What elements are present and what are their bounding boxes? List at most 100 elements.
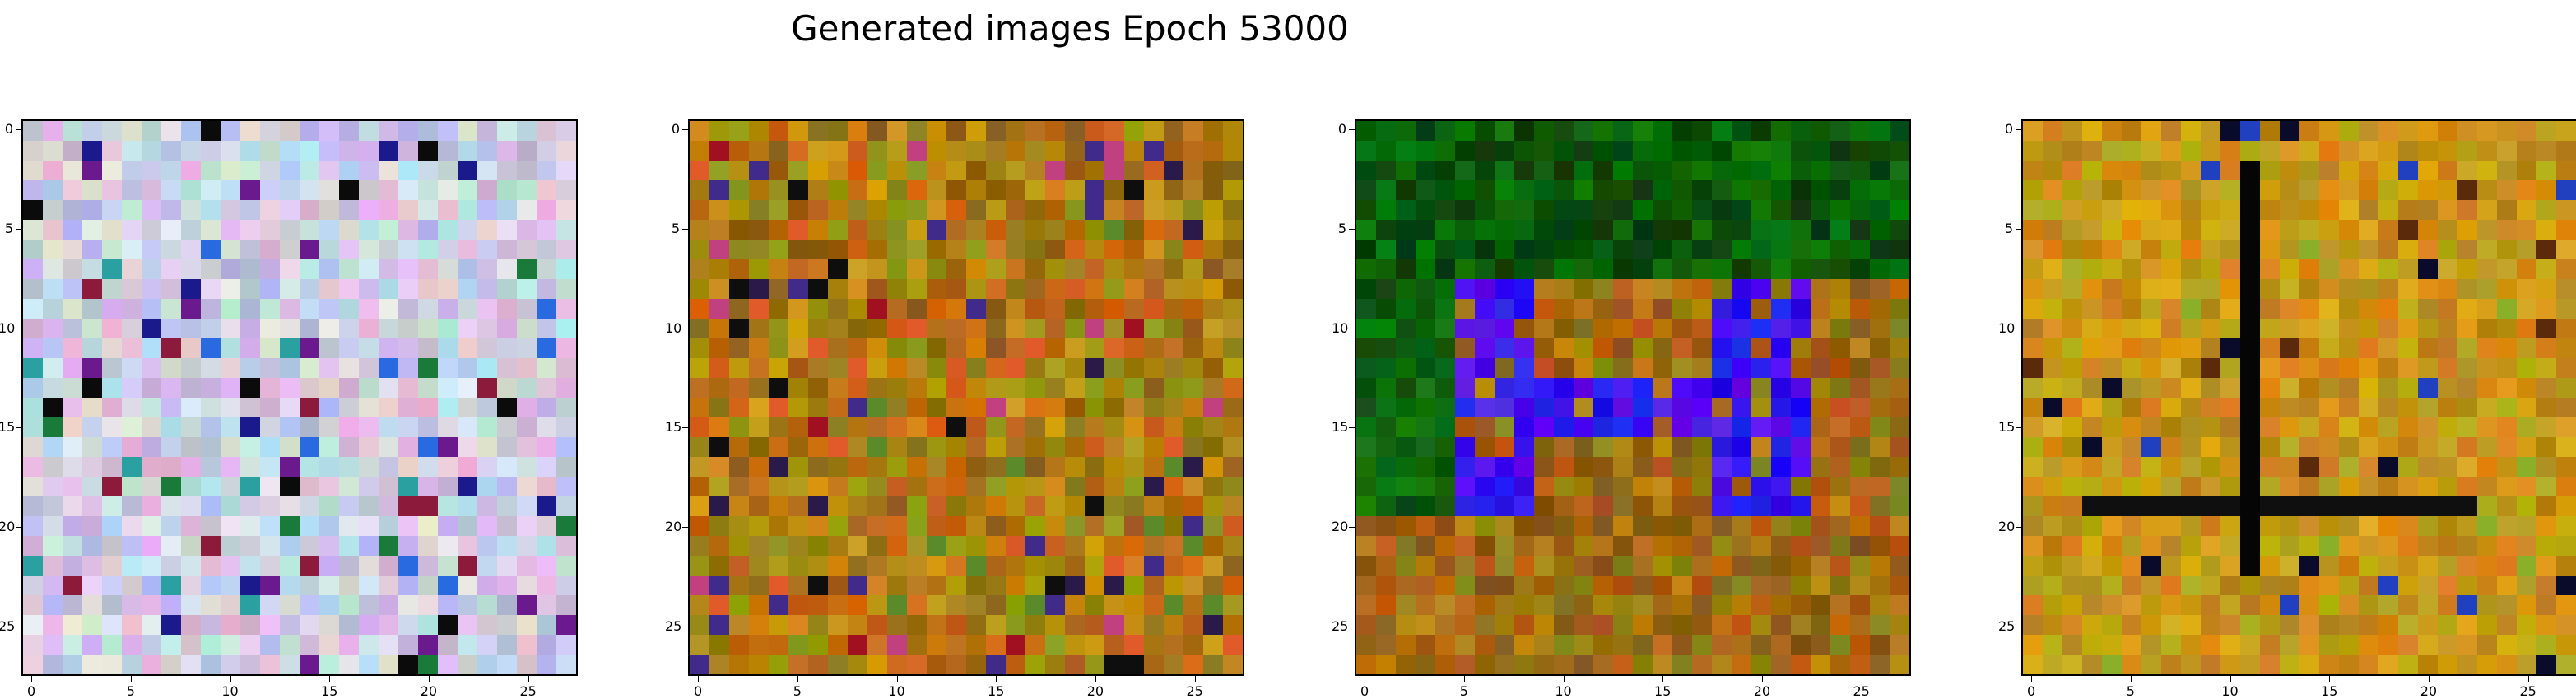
pixel-cell <box>2220 279 2241 300</box>
pixel-cell <box>1890 576 1909 596</box>
pixel-cell <box>1554 319 1574 339</box>
pixel-cell <box>2102 240 2123 260</box>
pixel-cell <box>82 437 103 458</box>
pixel-cell <box>1006 121 1026 142</box>
pixel-cell <box>2339 635 2360 655</box>
pixel-cell <box>458 496 478 517</box>
pixel-cell <box>927 437 947 458</box>
pixel-cell <box>2556 378 2576 398</box>
pixel-cell <box>887 338 908 359</box>
pixel-cell <box>2497 398 2518 418</box>
pixel-cell <box>2517 556 2537 576</box>
pixel-cell <box>1495 200 1515 221</box>
pixel-cell <box>2359 398 2379 418</box>
pixel-cell <box>1223 299 1243 319</box>
pixel-cell <box>260 200 281 221</box>
pixel-cell <box>260 338 281 359</box>
x-tick-label: 10 <box>1555 683 1572 699</box>
pixel-cell <box>2536 635 2557 655</box>
pixel-cell <box>418 240 439 260</box>
pixel-cell <box>1356 536 1377 557</box>
pixel-cell <box>1203 141 1224 161</box>
pixel-cell <box>201 319 221 339</box>
pixel-grid <box>2023 121 2576 674</box>
pixel-cell <box>2082 516 2103 537</box>
pixel-cell <box>418 437 439 458</box>
pixel-cell <box>359 516 379 537</box>
pixel-cell <box>2082 279 2103 300</box>
pixel-cell <box>1514 180 1535 201</box>
pixel-cell <box>2122 398 2142 418</box>
pixel-cell <box>1771 259 1792 280</box>
pixel-cell <box>1455 615 1476 636</box>
pixel-cell <box>1850 141 1871 161</box>
pixel-cell <box>749 161 770 181</box>
pixel-cell <box>1203 437 1224 458</box>
pixel-cell <box>867 516 888 537</box>
pixel-cell <box>82 240 103 260</box>
pixel-cell <box>986 496 1007 517</box>
pixel-cell <box>1692 220 1713 240</box>
pixel-cell <box>359 595 379 616</box>
pixel-cell <box>2062 516 2083 537</box>
pixel-cell <box>1455 576 1476 596</box>
pixel-cell <box>201 299 221 319</box>
pixel-cell <box>221 556 241 576</box>
pixel-cell <box>2299 319 2320 339</box>
pixel-cell <box>1732 200 1752 221</box>
pixel-cell <box>1613 180 1634 201</box>
pixel-cell <box>300 299 320 319</box>
pixel-cell <box>867 576 888 596</box>
pixel-cell <box>2082 635 2103 655</box>
pixel-cell <box>1751 299 1772 319</box>
pixel-cell <box>1593 338 1614 359</box>
pixel-cell <box>2280 259 2300 280</box>
pixel-cell <box>2359 279 2379 300</box>
pixel-cell <box>537 595 557 616</box>
pixel-cell <box>1692 279 1713 300</box>
pixel-cell <box>2339 417 2360 438</box>
pixel-cell <box>848 240 868 260</box>
pixel-cell <box>2517 299 2537 319</box>
pixel-cell <box>2082 556 2103 576</box>
pixel-cell <box>63 220 83 240</box>
y-tick-mark <box>2016 228 2021 230</box>
pixel-cell <box>1045 477 1066 497</box>
pixel-cell <box>2536 220 2557 240</box>
pixel-cell <box>1751 516 1772 537</box>
pixel-cell <box>1435 398 1456 418</box>
pixel-cell <box>2141 220 2162 240</box>
pixel-cell <box>1203 180 1224 201</box>
pixel-cell <box>2161 398 2182 418</box>
pixel-cell <box>848 655 868 674</box>
pixel-cell <box>1692 615 1713 636</box>
pixel-cell <box>1495 398 1515 418</box>
pixel-cell <box>1732 556 1752 576</box>
pixel-cell <box>280 161 300 181</box>
pixel-cell <box>1811 200 1831 221</box>
pixel-cell <box>1672 516 1693 537</box>
pixel-cell <box>1534 220 1555 240</box>
pixel-cell <box>2477 457 2498 478</box>
pixel-cell <box>142 259 162 280</box>
pixel-cell <box>2319 595 2340 616</box>
pixel-cell <box>848 536 868 557</box>
pixel-cell <box>1574 615 1594 636</box>
pixel-cell <box>729 358 750 379</box>
pixel-cell <box>1534 477 1555 497</box>
pixel-cell <box>280 615 300 636</box>
pixel-cell <box>1613 635 1634 655</box>
pixel-cell <box>339 180 360 201</box>
pixel-cell <box>2102 220 2123 240</box>
pixel-cell <box>1890 141 1909 161</box>
pixel-cell <box>867 477 888 497</box>
pixel-cell <box>1672 121 1693 142</box>
pixel-cell <box>2043 516 2063 537</box>
pixel-cell <box>359 378 379 398</box>
pixel-cell <box>2339 299 2360 319</box>
pixel-cell <box>2359 200 2379 221</box>
pixel-cell <box>181 595 202 616</box>
pixel-cell <box>1574 398 1594 418</box>
pixel-cell <box>477 338 498 359</box>
pixel-cell <box>2319 536 2340 557</box>
